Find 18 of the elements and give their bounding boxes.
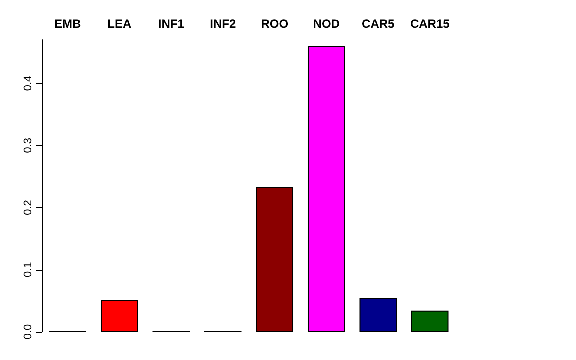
bar bbox=[308, 46, 346, 332]
y-tick-label: 0.3 bbox=[22, 138, 34, 154]
bar bbox=[256, 187, 294, 332]
x-tick-label: INF1 bbox=[158, 17, 185, 31]
y-tick-label: 0.1 bbox=[22, 262, 34, 278]
x-tick-label: LEA bbox=[108, 17, 132, 31]
x-tick-label: CAR15 bbox=[410, 17, 450, 31]
bar bbox=[411, 310, 449, 332]
bar bbox=[360, 298, 398, 332]
x-tick-label: INF2 bbox=[210, 17, 236, 31]
x-tick-label: EMB bbox=[54, 17, 82, 31]
x-tick-label: CAR5 bbox=[362, 17, 396, 31]
bar bbox=[100, 300, 138, 332]
y-tick-label: 0.4 bbox=[22, 76, 34, 92]
x-tick-label: NOD bbox=[313, 17, 340, 31]
y-tick-label: 0.0 bbox=[22, 324, 34, 340]
y-tick-label: 0.2 bbox=[22, 200, 34, 216]
x-tick-label: ROO bbox=[261, 17, 289, 31]
